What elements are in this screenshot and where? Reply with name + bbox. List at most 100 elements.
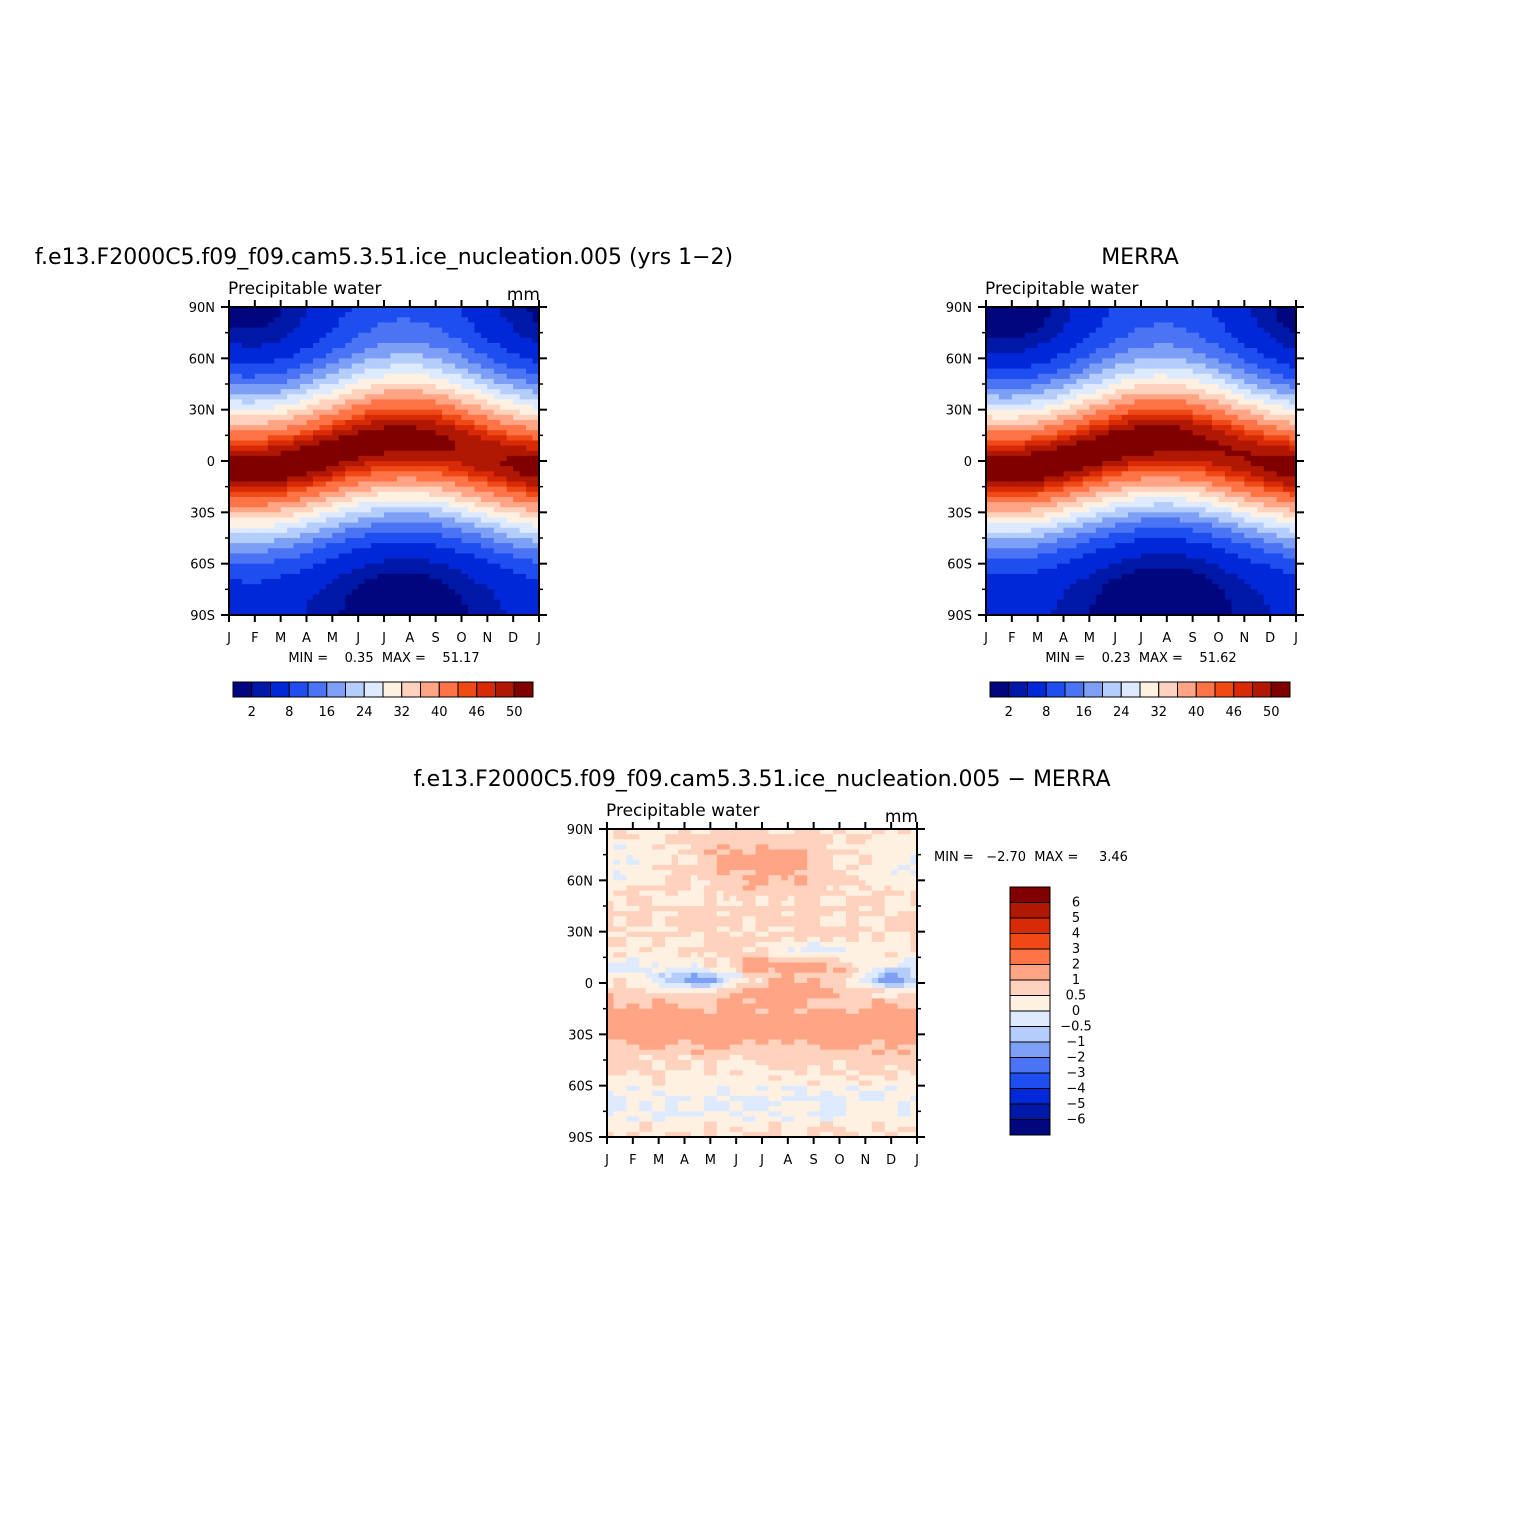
heatmap-cell (1050, 384, 1058, 390)
heatmap-cell (429, 563, 437, 570)
heatmap-cell (1063, 563, 1071, 570)
heatmap-cell (1031, 502, 1039, 508)
heatmap-cell (461, 440, 469, 447)
heatmap-cell (526, 450, 534, 457)
heatmap-cell (1141, 476, 1149, 483)
heatmap-cell (312, 337, 321, 344)
heatmap-cell (461, 609, 469, 616)
heatmap-cell (467, 312, 476, 318)
heatmap-cell (241, 594, 249, 601)
heatmap-cell (371, 353, 379, 359)
heatmap-cell (241, 573, 249, 580)
heatmap-cell (1192, 353, 1200, 359)
heatmap-cell (493, 327, 501, 334)
heatmap-cell (345, 332, 353, 339)
heatmap-cell (1069, 471, 1078, 477)
heatmap-cell (364, 419, 372, 426)
heatmap-cell (1095, 430, 1103, 436)
heatmap-cell (448, 502, 456, 508)
heatmap-cell (1141, 404, 1149, 411)
heatmap-cell (1115, 502, 1123, 508)
heatmap-cell (1173, 307, 1181, 313)
heatmap-cell (1166, 527, 1174, 534)
heatmap-cell (306, 589, 314, 596)
heatmap-cell (1115, 430, 1123, 436)
heatmap-cell (992, 609, 1000, 616)
heatmap-cell (1095, 409, 1103, 416)
heatmap-cell (1018, 486, 1026, 493)
heatmap-cell (293, 573, 301, 580)
heatmap-cell (1134, 579, 1142, 585)
heatmap-cell (1134, 450, 1142, 457)
heatmap-cell (442, 373, 450, 380)
heatmap-cell (241, 491, 249, 498)
heatmap-cell (390, 543, 398, 549)
heatmap-cell (1089, 337, 1097, 344)
heatmap-cell (1005, 543, 1013, 549)
heatmap-cell (1102, 573, 1110, 580)
heatmap-cell (1076, 461, 1084, 467)
heatmap-cell (403, 327, 411, 334)
heatmap-cell (461, 512, 469, 519)
heatmap-cell (493, 496, 501, 503)
heatmap-cell (1166, 358, 1174, 365)
heatmap-cell (1186, 455, 1194, 462)
heatmap-cell (241, 353, 249, 359)
heatmap-cell (261, 445, 269, 452)
heatmap-cell (293, 353, 301, 359)
heatmap-cell (280, 461, 288, 467)
heatmap-cell (1018, 322, 1026, 329)
heatmap-cell (351, 353, 359, 359)
heatmap-cell (1173, 543, 1181, 549)
heatmap-cell (261, 481, 269, 488)
heatmap-cell (1063, 461, 1071, 467)
heatmap-cell (1134, 404, 1142, 411)
heatmap-cell (235, 538, 243, 544)
heatmap-cell (992, 419, 1000, 426)
heatmap-cell (998, 322, 1006, 329)
heatmap-cell (416, 384, 424, 390)
heatmap-cell (422, 496, 430, 503)
heatmap-cell (1044, 414, 1052, 421)
heatmap-cell (1192, 450, 1200, 457)
heatmap-cell (345, 363, 353, 370)
heatmap-cell (986, 563, 994, 570)
heatmap-cell (1005, 471, 1013, 477)
heatmap-cell (1186, 389, 1194, 395)
heatmap-cell (500, 604, 508, 611)
heatmap-cell (1128, 599, 1136, 606)
heatmap-cell (435, 491, 443, 498)
heatmap-cell (480, 455, 488, 462)
heatmap-cell (1166, 332, 1174, 339)
heatmap-cell (248, 312, 256, 318)
heatmap-cell (1050, 394, 1058, 400)
heatmap-cell (1063, 332, 1071, 339)
heatmap-cell (338, 445, 346, 452)
heatmap-cell (1089, 312, 1097, 318)
heatmap-cell (325, 455, 333, 462)
heatmap-cell (384, 445, 392, 452)
heatmap-cell (254, 394, 262, 400)
heatmap-cell (1179, 384, 1187, 390)
heatmap-cell (526, 394, 534, 400)
heatmap-cell (992, 563, 1000, 570)
heatmap-cell (474, 348, 482, 354)
heatmap-cell (409, 327, 417, 334)
heatmap-cell (1044, 512, 1052, 519)
heatmap-cell (448, 378, 456, 385)
heatmap-cell (992, 312, 1000, 318)
heatmap-cell (254, 532, 262, 539)
heatmap-cell (1115, 609, 1123, 616)
heatmap-cell (500, 342, 508, 349)
heatmap-cell (1069, 476, 1078, 483)
heatmap-cell (461, 517, 469, 524)
heatmap-cell (390, 312, 398, 318)
heatmap-cell (235, 609, 243, 616)
heatmap-cell (287, 317, 295, 323)
heatmap-cell (371, 563, 379, 570)
heatmap-cell (519, 342, 527, 349)
heatmap-cell (1063, 517, 1071, 524)
heatmap-cell (992, 414, 1000, 421)
heatmap-cell (1102, 342, 1110, 349)
